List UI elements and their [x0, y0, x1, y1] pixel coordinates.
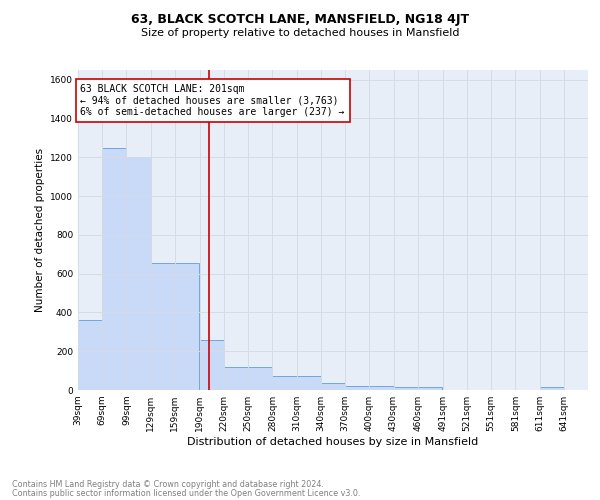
Bar — [151, 263, 175, 390]
Bar — [175, 263, 199, 390]
Bar — [248, 366, 272, 390]
Y-axis label: Number of detached properties: Number of detached properties — [35, 148, 44, 312]
Text: Contains public sector information licensed under the Open Government Licence v3: Contains public sector information licen… — [12, 488, 361, 498]
Bar — [127, 158, 151, 390]
Bar — [272, 376, 296, 390]
Bar — [102, 148, 127, 390]
Bar — [321, 383, 345, 390]
Text: Size of property relative to detached houses in Mansfield: Size of property relative to detached ho… — [141, 28, 459, 38]
Bar — [394, 387, 418, 390]
Text: Contains HM Land Registry data © Crown copyright and database right 2024.: Contains HM Land Registry data © Crown c… — [12, 480, 324, 489]
Bar — [370, 386, 394, 390]
Text: 63, BLACK SCOTCH LANE, MANSFIELD, NG18 4JT: 63, BLACK SCOTCH LANE, MANSFIELD, NG18 4… — [131, 12, 469, 26]
Bar — [345, 386, 370, 390]
Bar — [200, 340, 224, 390]
Bar — [224, 366, 248, 390]
Bar — [78, 320, 102, 390]
Text: 63 BLACK SCOTCH LANE: 201sqm
← 94% of detached houses are smaller (3,763)
6% of : 63 BLACK SCOTCH LANE: 201sqm ← 94% of de… — [80, 84, 345, 117]
X-axis label: Distribution of detached houses by size in Mansfield: Distribution of detached houses by size … — [187, 437, 479, 447]
Bar — [296, 376, 321, 390]
Bar — [539, 387, 564, 390]
Bar — [418, 387, 442, 390]
